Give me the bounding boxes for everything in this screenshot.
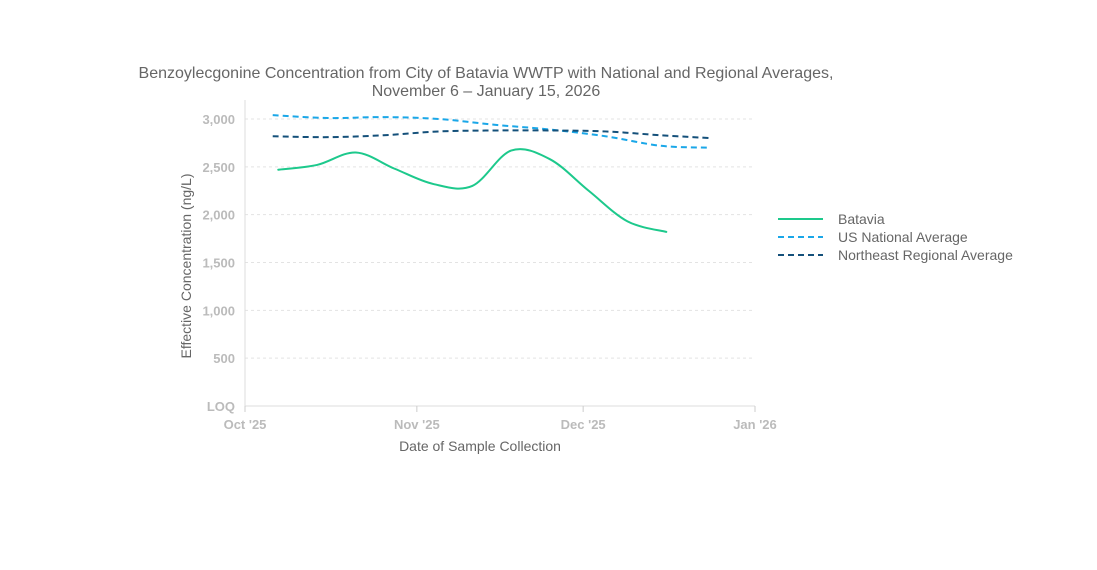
series-line-northeast-regional-average — [272, 129, 711, 140]
legend-label: Batavia — [838, 211, 885, 227]
tick-layer: LOQ 500 1,000 1,500 2,000 2,500 3,000 Oct '25 No… — [202, 112, 776, 432]
y-tick-label: 2,000 — [202, 208, 235, 223]
y-tick-label: 500 — [213, 351, 235, 366]
series-line-batavia — [277, 148, 668, 233]
legend-item-batavia[interactable]: Batavia — [778, 211, 885, 227]
x-tick-label: Oct '25 — [224, 417, 267, 432]
x-axis-title: Date of Sample Collection — [399, 438, 561, 454]
chart-title: Benzoylecgonine Concentration from City … — [139, 65, 834, 82]
legend-label: US National Average — [838, 229, 968, 245]
y-tick-label: 1,000 — [202, 303, 235, 318]
legend-label: Northeast Regional Average — [838, 247, 1013, 263]
series-line-us-national-average — [272, 114, 711, 149]
legend: Batavia US National Average Northeast Regi… — [778, 211, 1013, 263]
axis-layer — [244, 100, 755, 407]
y-axis-title: Effective Concentration (ng/L) — [178, 174, 194, 359]
chart-subtitle: November 6 – January 15, 2026 — [372, 83, 601, 100]
series-layer — [272, 114, 711, 233]
x-tick-label: Dec '25 — [561, 417, 606, 432]
y-tick-label: 1,500 — [202, 256, 235, 271]
x-tick-label: Jan '26 — [733, 417, 777, 432]
y-tick-label: 2,500 — [202, 160, 235, 175]
legend-item-us-national-average[interactable]: US National Average — [778, 229, 968, 245]
y-tick-label: LOQ — [207, 399, 235, 414]
grid-layer — [245, 118, 755, 359]
x-tick-label: Nov '25 — [394, 417, 440, 432]
legend-item-northeast-regional-average[interactable]: Northeast Regional Average — [778, 247, 1013, 263]
y-tick-label: 3,000 — [202, 112, 235, 127]
